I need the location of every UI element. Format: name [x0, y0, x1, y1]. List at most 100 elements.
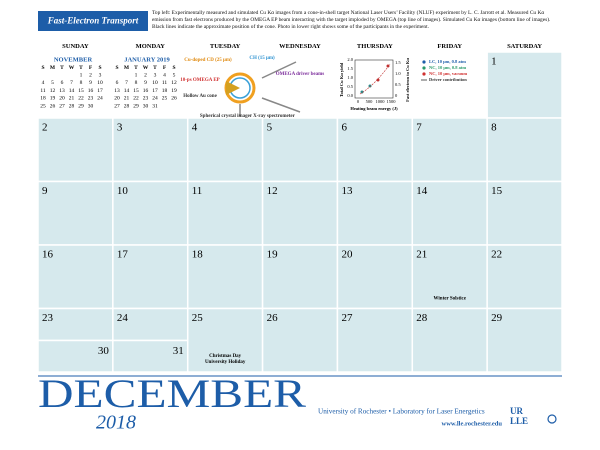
day-number: 30 [98, 345, 110, 357]
day-number: 14 [416, 185, 428, 197]
mini-day: 8 [135, 80, 138, 86]
day-number: 10 [117, 185, 129, 197]
day-number: 27 [341, 312, 353, 324]
mini-day: 13 [114, 88, 120, 94]
weekday-label: TUESDAY [210, 43, 241, 50]
plot-y-tick: 1.0 [347, 75, 353, 80]
mini-day: 3 [154, 72, 157, 78]
day-cell [336, 244, 414, 310]
mini-day: 7 [70, 80, 73, 86]
mini-day: 2 [89, 72, 92, 78]
mini-day: 14 [124, 88, 130, 94]
target-diagram [224, 61, 301, 116]
mini-day: 30 [88, 103, 94, 109]
mini-day: 14 [69, 88, 75, 94]
day-number: 23 [42, 312, 54, 324]
day-cell [112, 244, 189, 310]
day-number: 16 [42, 249, 54, 261]
mini-day: 15 [133, 88, 139, 94]
mini-day: 5 [51, 80, 54, 86]
plot-x-tick: 0 [357, 99, 360, 104]
day-number: 15 [491, 185, 503, 197]
day-number: 31 [173, 345, 184, 357]
plot-y-tick: 0.0 [347, 93, 353, 98]
day-cell [411, 180, 488, 246]
mini-day: 2 [144, 72, 147, 78]
event-label: Christmas Day [209, 354, 242, 359]
day-number: 19 [267, 249, 279, 261]
title-box [38, 11, 148, 31]
weekday-label: SATURDAY [507, 43, 542, 50]
mini-day: 24 [152, 96, 158, 102]
plot-y-tick: 2.0 [347, 57, 353, 62]
day-number: 5 [267, 122, 273, 134]
mini-day: 16 [88, 88, 94, 94]
mini-day: 26 [50, 103, 56, 109]
plot-y-tick: 0.5 [347, 84, 353, 89]
day-cell [261, 117, 339, 183]
day-number: 29 [491, 312, 503, 324]
day-number: 13 [341, 185, 353, 197]
mini-day: 8 [80, 80, 83, 86]
day-cell [336, 307, 414, 373]
event-label: Winter Solstice [434, 297, 467, 302]
legend-label: NC, 10 μm, vacuum [429, 71, 467, 76]
mini-day: 28 [69, 103, 75, 109]
diagram-label: OMEGA driver beams [276, 72, 325, 77]
plot-y2-tick: 1.0 [395, 71, 401, 76]
day-cell [411, 117, 488, 183]
mini-day: 9 [144, 80, 147, 86]
mini-day: 20 [114, 96, 120, 102]
legend-label: NC, 10 μm, 0.8 atm [429, 65, 466, 70]
mini-day: 6 [116, 80, 119, 86]
mini-day: 4 [42, 80, 45, 86]
mini-day: 9 [89, 80, 92, 86]
day-number: 2 [42, 122, 48, 134]
mini-weekday: S [172, 65, 175, 71]
day-cell [411, 244, 488, 310]
mini-month: NOVEMBER [54, 56, 93, 63]
diagram-label: Cu-doped CD (25 μm) [184, 58, 232, 63]
weekday-label: SUNDAY [62, 43, 89, 50]
day-cell [336, 180, 414, 246]
mini-weekday: S [98, 65, 101, 71]
footer-month: DECEMBER [38, 371, 306, 416]
mini-day: 22 [133, 96, 139, 102]
mini-day: 22 [78, 96, 84, 102]
day-cell [486, 117, 563, 183]
day-number: 3 [117, 122, 123, 134]
mini-day: 12 [171, 80, 177, 86]
plot-y2-tick: 0 [395, 93, 398, 98]
mini-day: 25 [40, 103, 46, 109]
diagram-label: Hollow Au cone [183, 94, 217, 99]
mini-day: 1 [80, 72, 83, 78]
mini-weekday: M [50, 65, 56, 71]
day-cell [112, 339, 189, 373]
day-cell [112, 117, 189, 183]
mini-day: 10 [152, 80, 158, 86]
day-cell [336, 117, 414, 183]
mini-weekday: S [115, 65, 118, 71]
logo-text: UR [510, 406, 523, 416]
plot-y-tick: 1.5 [347, 66, 353, 71]
mini-day: 16 [143, 88, 149, 94]
mini-day: 31 [152, 103, 158, 109]
weekday-label: WEDNESDAY [279, 43, 321, 50]
mini-day: 17 [152, 88, 158, 94]
mini-day: 12 [50, 88, 56, 94]
day-number: 7 [416, 122, 422, 134]
day-cell [486, 180, 563, 246]
weekday-label: THURSDAY [357, 43, 393, 50]
mini-month: JANUARY 2019 [124, 56, 170, 63]
mini-day: 15 [78, 88, 84, 94]
day-cell [486, 51, 563, 119]
mini-day: 21 [69, 96, 75, 102]
mini-day: 21 [124, 96, 130, 102]
mini-day: 27 [114, 103, 120, 109]
day-cell [186, 307, 264, 373]
mini-weekday: M [124, 65, 130, 71]
diagram-label: 10-ps OMEGA EP [180, 78, 219, 83]
plot-y2-tick: 0.5 [395, 82, 401, 87]
